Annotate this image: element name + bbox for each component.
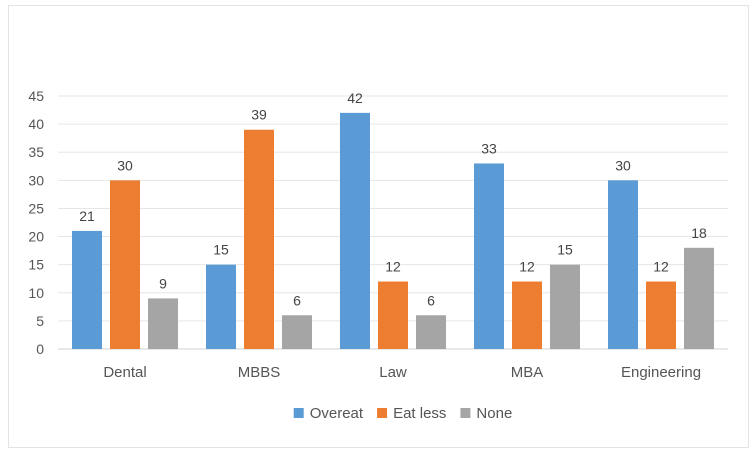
category-label: Engineering — [621, 364, 701, 381]
data-labels: 21 30 9 15 39 6 42 12 6 33 12 15 30 12 18 — [79, 90, 707, 308]
legend: Overeat Eat less None — [293, 405, 512, 422]
data-label: 6 — [293, 292, 301, 308]
y-tick-label: 40 — [28, 116, 44, 132]
category-label: Dental — [103, 364, 146, 381]
y-axis-ticks: 0 5 10 15 20 25 30 35 40 45 — [28, 88, 44, 357]
data-label: 6 — [427, 292, 435, 308]
bar-eat-less — [378, 281, 408, 349]
category-label: MBBS — [238, 364, 281, 381]
bar-none — [684, 247, 714, 349]
legend-swatch-eat-less — [377, 408, 388, 418]
bar-eat-less — [244, 129, 274, 349]
bar-none — [550, 264, 580, 349]
data-label: 30 — [117, 157, 133, 173]
bar-eat-less — [110, 180, 140, 349]
data-label: 12 — [653, 259, 669, 275]
bar-none — [416, 315, 446, 349]
category-label: MBA — [511, 364, 544, 381]
bar-overeat — [206, 264, 236, 349]
y-tick-label: 35 — [28, 144, 44, 160]
data-label: 9 — [159, 275, 167, 291]
data-label: 12 — [385, 259, 401, 275]
legend-label: None — [476, 405, 512, 422]
bar-eat-less — [512, 281, 542, 349]
legend-swatch-none — [460, 408, 471, 418]
legend-label: Eat less — [393, 405, 446, 422]
y-tick-label: 30 — [28, 172, 44, 188]
y-tick-label: 15 — [28, 257, 44, 273]
y-tick-label: 20 — [28, 229, 44, 245]
data-label: 12 — [519, 259, 535, 275]
legend-swatch-overeat — [293, 408, 304, 418]
y-tick-label: 5 — [36, 313, 44, 329]
data-label: 15 — [213, 242, 229, 258]
y-tick-label: 0 — [36, 341, 44, 357]
legend-label: Overeat — [310, 405, 364, 422]
data-label: 39 — [251, 107, 267, 123]
bar-overeat — [72, 230, 102, 349]
bar-none — [282, 315, 312, 349]
data-label: 42 — [347, 90, 363, 106]
bar-overeat — [474, 163, 504, 349]
y-tick-label: 45 — [28, 88, 44, 104]
y-tick-label: 25 — [28, 200, 44, 216]
bars — [72, 112, 714, 349]
data-label: 18 — [691, 225, 707, 241]
data-label: 30 — [615, 157, 631, 173]
bar-overeat — [340, 112, 370, 349]
bar-eat-less — [646, 281, 676, 349]
bar-overeat — [608, 180, 638, 349]
bar-none — [148, 298, 178, 349]
category-label: Law — [379, 364, 407, 381]
data-label: 33 — [481, 140, 497, 156]
data-label: 21 — [79, 208, 95, 224]
y-tick-label: 10 — [28, 285, 44, 301]
x-axis-categories: Dental MBBS Law MBA Engineering — [103, 364, 701, 381]
data-label: 15 — [557, 242, 573, 258]
